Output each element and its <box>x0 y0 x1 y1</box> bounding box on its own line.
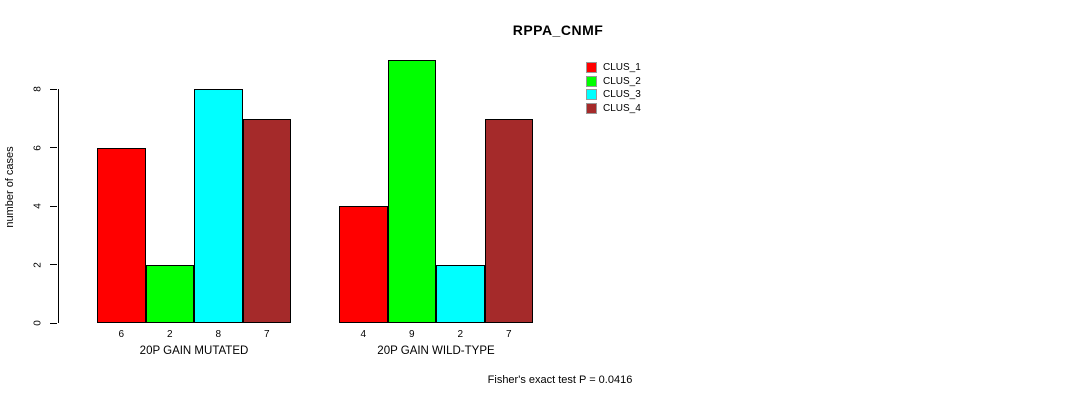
bar-value-label: 7 <box>505 329 512 340</box>
legend-item-clus_2: CLUS_2 <box>586 75 641 89</box>
bar-clus_2-group1 <box>145 264 194 323</box>
bar-value-label: 6 <box>118 329 125 340</box>
bar-clus_1-group2 <box>339 206 388 323</box>
bar-value-label: 2 <box>166 329 173 340</box>
y-axis-line <box>58 89 59 323</box>
y-tick-label: 4 <box>32 203 44 209</box>
legend-item-clus_3: CLUS_3 <box>586 88 641 102</box>
y-tick-mark <box>50 88 57 90</box>
y-tick-label: 8 <box>32 86 44 93</box>
legend-label: CLUS_1 <box>603 62 641 74</box>
bar-value-label: 8 <box>215 329 222 340</box>
legend-item-clus_4: CLUS_4 <box>586 102 641 116</box>
y-tick-label: 2 <box>32 261 44 268</box>
y-axis-label: number of cases <box>4 146 16 228</box>
group-label: 20P GAIN MUTATED <box>139 345 249 357</box>
bar-clus_3-group2 <box>436 264 485 323</box>
legend-swatch-icon <box>586 89 597 101</box>
bar-clus_4-group2 <box>484 118 533 323</box>
legend-label: CLUS_4 <box>603 102 641 114</box>
bar-value-label: 7 <box>263 329 270 340</box>
fisher-test-annotation: Fisher's exact test P = 0.0416 <box>487 374 633 386</box>
bar-value-label: 9 <box>408 329 415 340</box>
group-label: 20P GAIN WILD-TYPE <box>377 345 495 357</box>
legend-label: CLUS_3 <box>603 89 641 101</box>
y-tick-mark <box>50 147 57 149</box>
legend: CLUS_1 CLUS_2 CLUS_3 CLUS_4 <box>586 61 641 115</box>
legend-swatch-icon <box>586 62 597 74</box>
legend-swatch-icon <box>586 75 597 87</box>
legend-swatch-icon <box>586 102 597 114</box>
bar-clus_2-group2 <box>387 60 436 323</box>
chart-title: RPPA_CNMF <box>512 22 604 38</box>
bar-value-label: 4 <box>360 329 367 340</box>
y-tick-label: 0 <box>32 320 44 326</box>
bar-clus_1-group1 <box>97 147 146 323</box>
bar-value-label: 2 <box>457 329 464 340</box>
y-tick-mark <box>50 322 57 324</box>
y-tick-label: 6 <box>32 145 44 151</box>
legend-item-clus_1: CLUS_1 <box>586 61 641 75</box>
bar-clus_3-group1 <box>194 89 243 323</box>
legend-label: CLUS_2 <box>603 75 641 87</box>
y-tick-mark <box>50 205 57 207</box>
y-tick-mark <box>50 264 57 266</box>
bar-clus_4-group1 <box>242 118 291 323</box>
